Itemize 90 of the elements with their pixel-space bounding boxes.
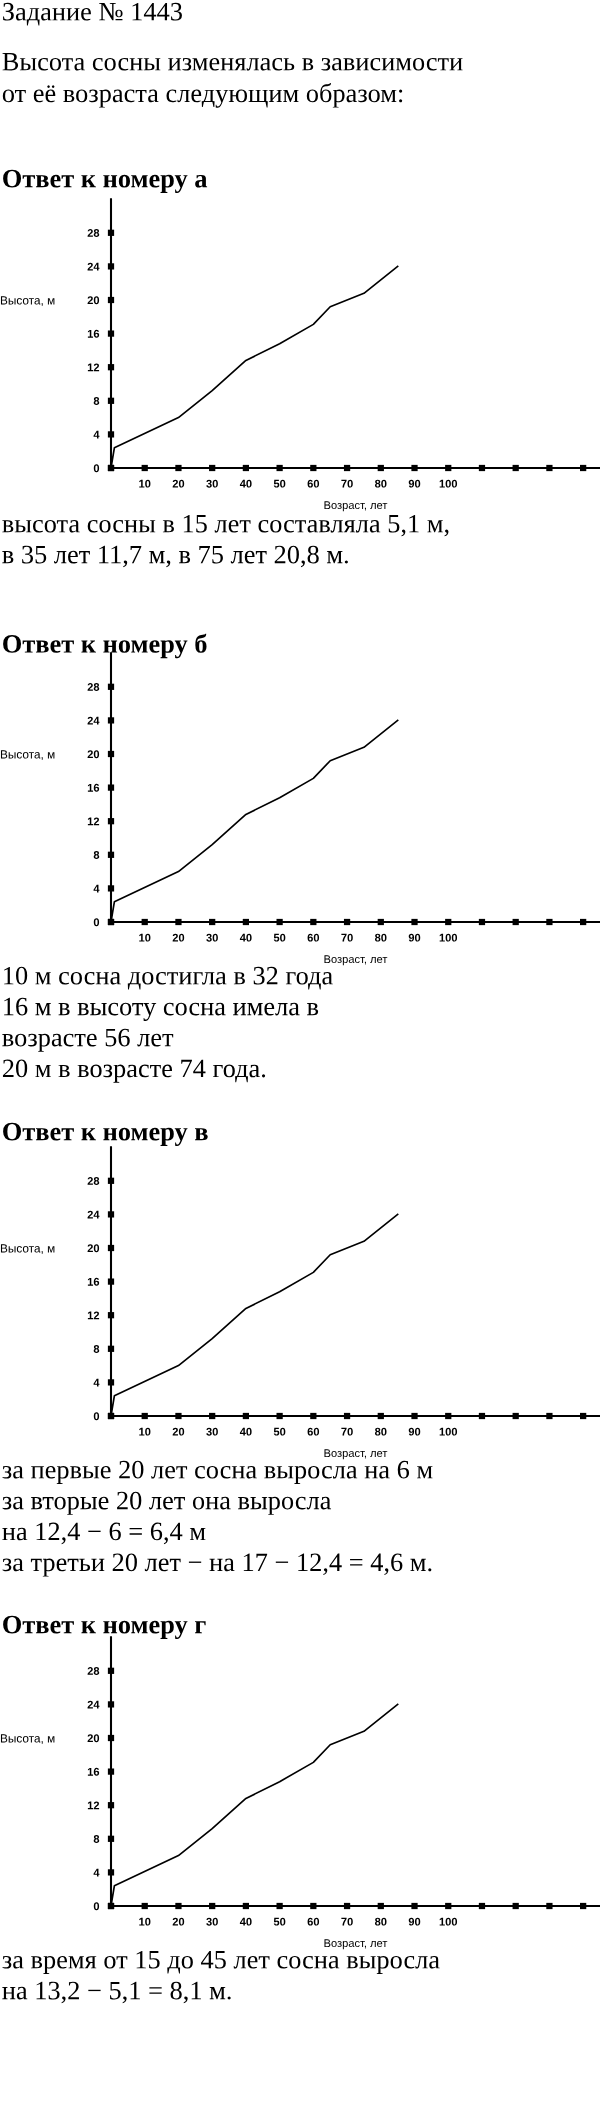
x-tick-label: 80 xyxy=(374,933,387,942)
x-tick-label: 10 xyxy=(139,1427,151,1436)
y-tick-label: 28 xyxy=(87,229,100,237)
x-tick-label: 60 xyxy=(307,479,320,488)
x-tick-label: 80 xyxy=(374,1427,387,1436)
x-axis-title: Возраст, лет xyxy=(324,1939,388,1950)
y-tick-label: 0 xyxy=(93,464,100,473)
x-tick-label: 10 xyxy=(139,1917,151,1926)
x-tick-label: 20 xyxy=(172,479,185,488)
y-tick-label: 4 xyxy=(93,430,100,439)
y-tick-label: 8 xyxy=(93,1345,100,1353)
x-tick-label: 70 xyxy=(341,479,353,488)
x-axis-title: Возраст, лет xyxy=(324,501,388,512)
x-tick-label: 60 xyxy=(307,1917,320,1926)
y-tick-label: 0 xyxy=(93,1412,100,1421)
y-axis-title: Высота, м xyxy=(0,1244,55,1254)
y-tick-label: 28 xyxy=(87,1177,100,1185)
x-tick-label: 80 xyxy=(374,479,387,488)
chart-title: Ответ к номеру а xyxy=(3,169,208,193)
y-tick-label: 0 xyxy=(93,918,100,927)
x-tick-label: 40 xyxy=(239,1917,252,1926)
y-axis-title: Высота, м xyxy=(0,750,55,760)
y-tick-label: 16 xyxy=(87,783,100,792)
y-tick-label: 12 xyxy=(87,1311,100,1320)
x-tick-label: 100 xyxy=(439,1427,458,1436)
y-tick-label: 12 xyxy=(87,817,100,826)
x-tick-label: 10 xyxy=(139,479,151,488)
x-tick-label: 70 xyxy=(341,933,353,942)
y-tick-label: 20 xyxy=(87,1734,100,1743)
text: за первые 20 лет сосна выросла на 6 м за вторые 20 лет она выросла на 12,4 − 6 = 6,4 м за третьи 20 лет − на 17 − 12,4 = 4,6 м. xyxy=(2,1460,433,1577)
y-tick-label: 24 xyxy=(87,1210,100,1219)
x-tick-label: 80 xyxy=(374,1917,387,1926)
x-tick-label: 100 xyxy=(439,1917,458,1926)
y-tick-label: 4 xyxy=(93,1378,100,1387)
x-tick-label: 50 xyxy=(273,479,286,488)
y-tick-label: 20 xyxy=(87,750,100,759)
x-tick-label: 20 xyxy=(172,1917,185,1926)
y-tick-label: 8 xyxy=(93,851,100,859)
x-tick-label: 50 xyxy=(273,1917,286,1926)
x-tick-label: 90 xyxy=(408,479,421,488)
y-tick-label: 4 xyxy=(93,884,100,893)
x-tick-label: 70 xyxy=(341,1917,353,1926)
x-tick-label: 50 xyxy=(273,1427,286,1436)
y-tick-label: 16 xyxy=(87,329,100,338)
x-axis-title: Возраст, лет xyxy=(324,1449,388,1460)
x-tick-label: 60 xyxy=(307,1427,320,1436)
y-tick-label: 20 xyxy=(87,296,100,305)
y-tick-label: 20 xyxy=(87,1244,100,1253)
chart-title: Ответ к номеру б xyxy=(3,633,207,659)
x-tick-label: 90 xyxy=(408,1427,421,1436)
y-tick-label: 8 xyxy=(93,1835,100,1843)
y-axis-title: Высота, м xyxy=(0,296,55,306)
y-tick-label: 12 xyxy=(87,1801,100,1810)
x-tick-label: 70 xyxy=(341,1427,353,1436)
y-tick-label: 0 xyxy=(93,1902,100,1911)
y-tick-label: 8 xyxy=(93,397,100,405)
x-axis-title: Возраст, лет xyxy=(324,955,388,966)
x-tick-label: 90 xyxy=(408,1917,421,1926)
x-tick-label: 30 xyxy=(206,933,218,942)
x-tick-label: 50 xyxy=(273,933,286,942)
x-tick-label: 20 xyxy=(172,933,185,942)
x-tick-label: 100 xyxy=(439,479,458,488)
text: высота сосны в 15 лет составляла 5,1 м, в 35 лет 11,7 м, в 75 лет 20,8 м. xyxy=(2,514,449,568)
x-tick-label: 30 xyxy=(206,479,218,488)
x-tick-label: 20 xyxy=(172,1427,185,1436)
y-tick-label: 24 xyxy=(87,262,100,271)
y-tick-label: 16 xyxy=(87,1277,100,1286)
x-tick-label: 10 xyxy=(139,933,151,942)
y-axis-title: Высота, м xyxy=(0,1734,55,1744)
x-tick-label: 60 xyxy=(307,933,320,942)
x-tick-label: 100 xyxy=(439,933,458,942)
y-tick-label: 28 xyxy=(87,1667,100,1675)
y-tick-label: 24 xyxy=(87,1700,100,1709)
y-tick-label: 4 xyxy=(93,1868,100,1877)
x-tick-label: 40 xyxy=(239,479,252,488)
text: Высота сосны изменялась в зависимости от её возраста следующим образом: xyxy=(2,53,463,108)
y-tick-label: 24 xyxy=(87,716,100,725)
text: Задание № 1443 xyxy=(3,2,182,26)
x-tick-label: 30 xyxy=(206,1427,218,1436)
x-tick-label: 90 xyxy=(408,933,421,942)
chart-title: Ответ к номеру г xyxy=(3,1615,206,1639)
chart-title: Ответ к номеру в xyxy=(3,1122,208,1146)
text: за время от 15 до 45 лет сосна выросла на 13,2 − 5,1 = 8,1 м. xyxy=(2,1950,440,2004)
x-tick-label: 40 xyxy=(239,933,252,942)
y-tick-label: 16 xyxy=(87,1767,100,1776)
y-tick-label: 12 xyxy=(87,363,100,372)
text: 10 м сосна достигла в 32 года 16 м в высоту сосна имела в возрасте 56 лет 20 м в возрасте 74 года. xyxy=(2,966,333,1083)
y-tick-label: 28 xyxy=(87,683,100,691)
x-tick-label: 30 xyxy=(206,1917,218,1926)
x-tick-label: 40 xyxy=(239,1427,252,1436)
